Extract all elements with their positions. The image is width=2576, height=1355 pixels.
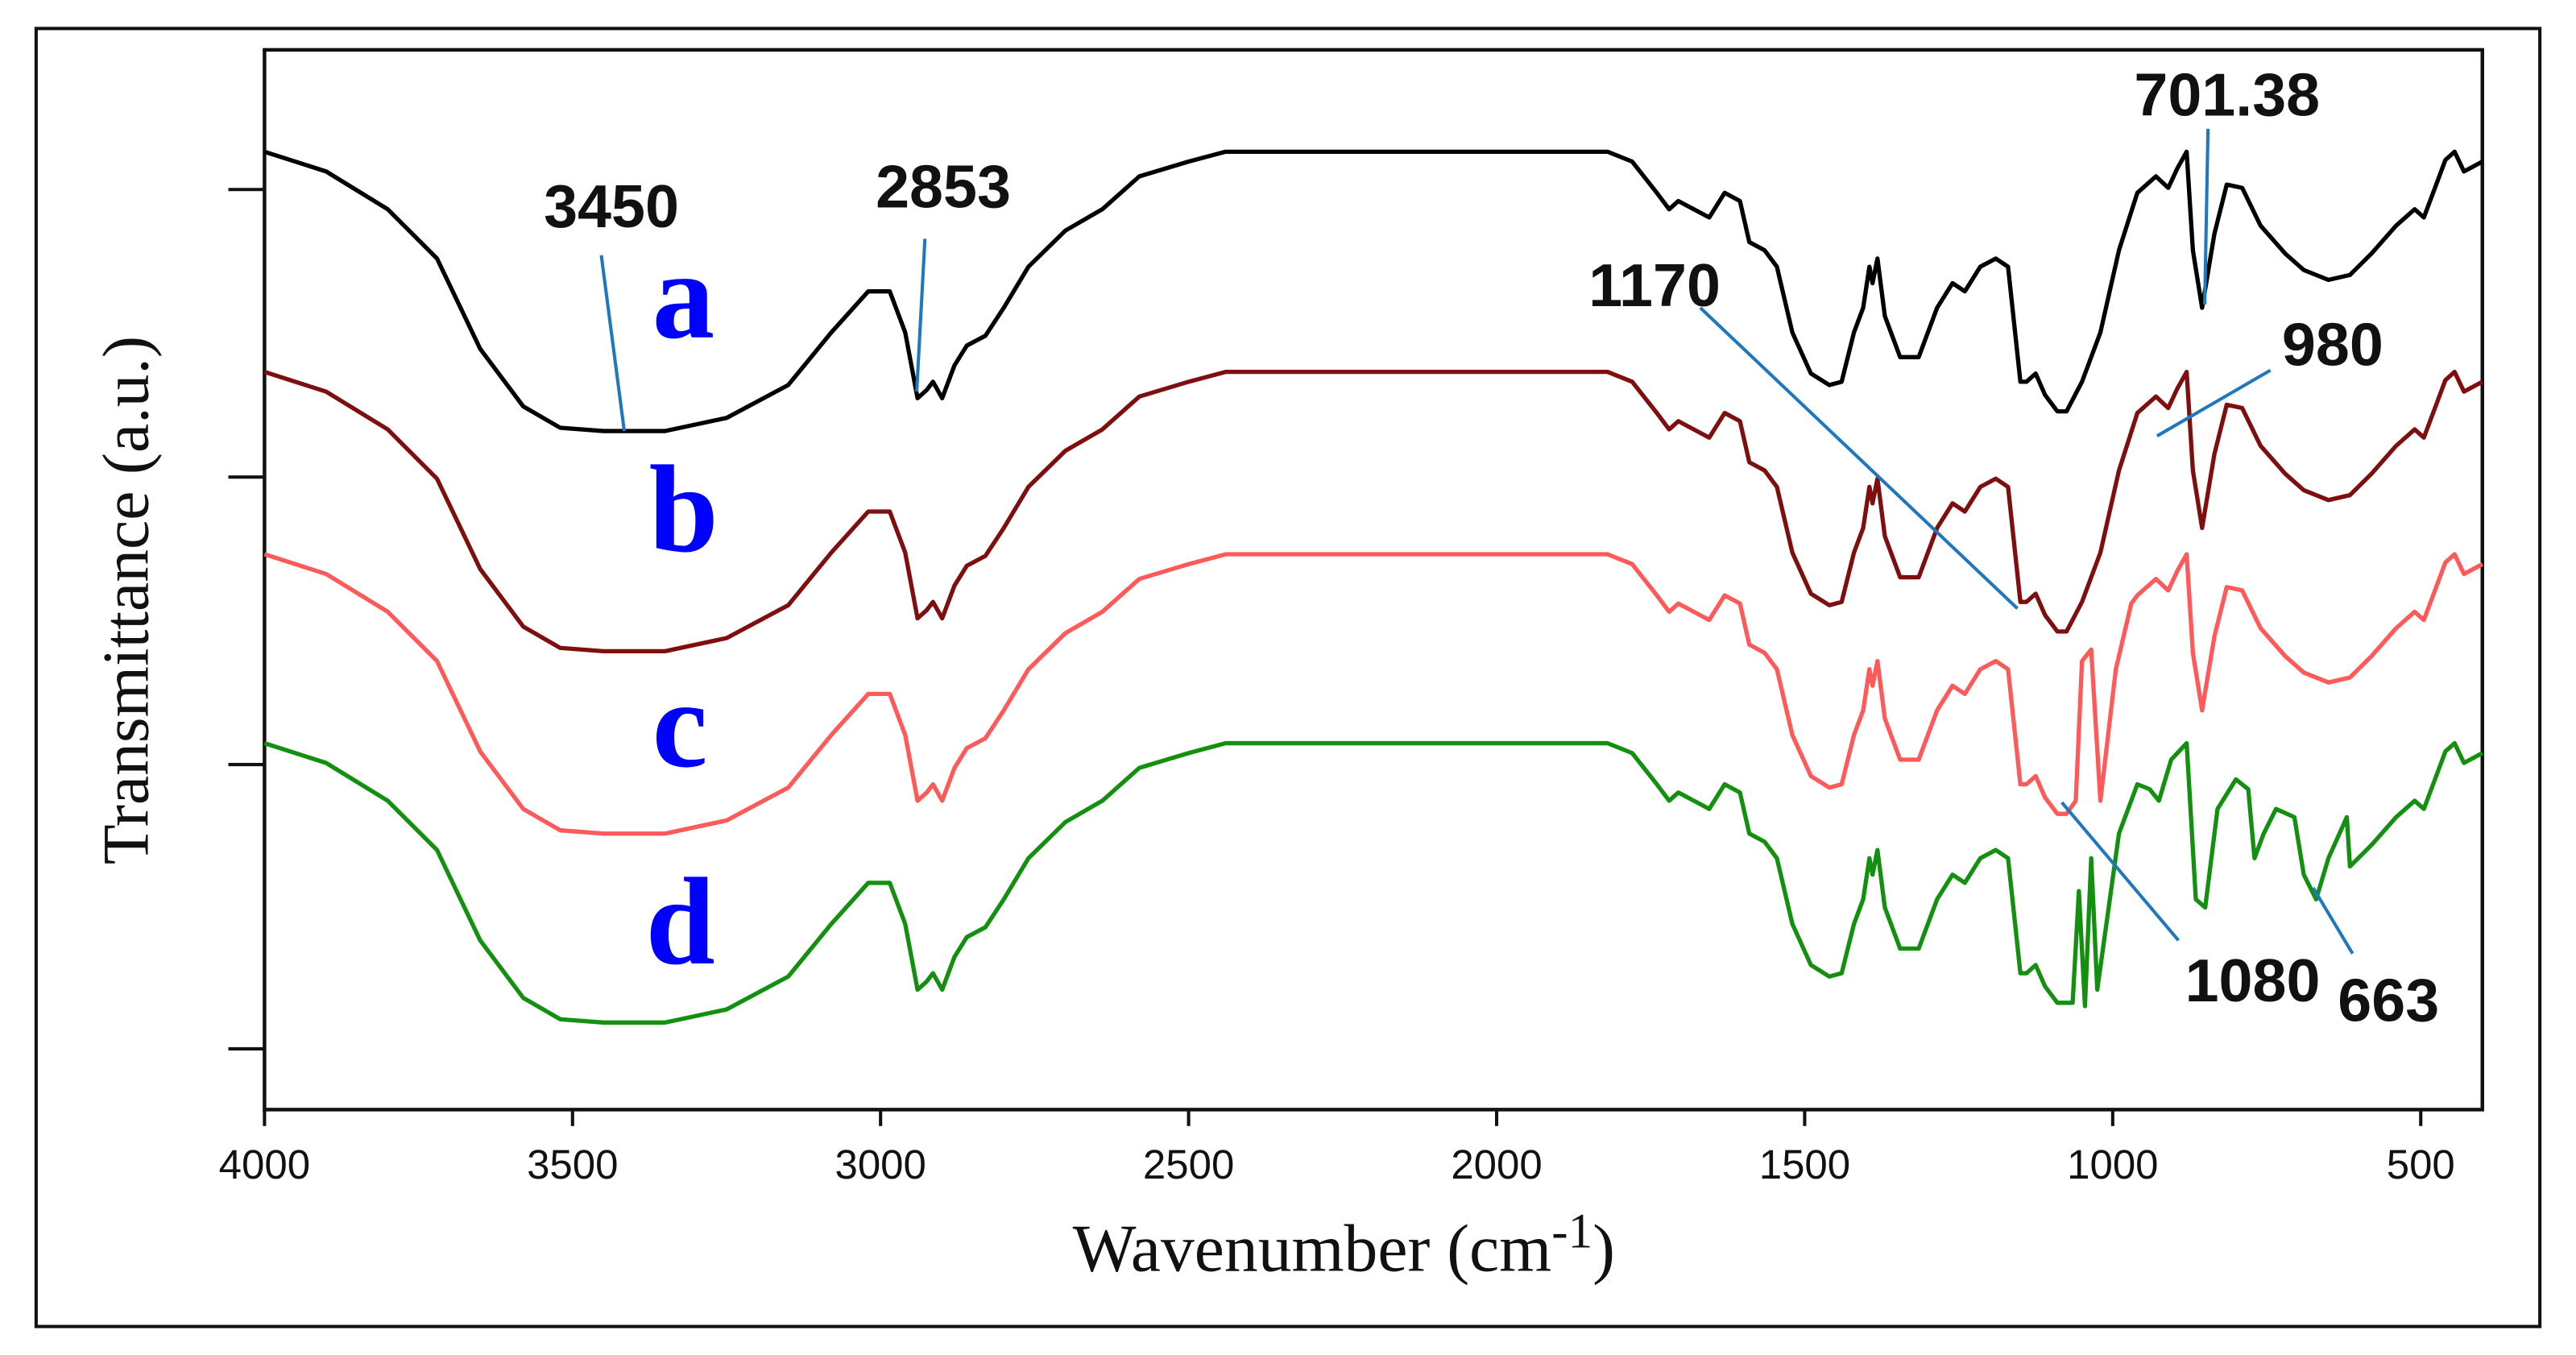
x-axis-title: Wavenumber (cm-1) <box>1073 1204 1615 1287</box>
x-tick-label: 3000 <box>835 1142 926 1187</box>
annotation-line-701-38 <box>2203 128 2210 305</box>
annotation-label-701-38: 701.38 <box>2134 60 2320 128</box>
plot-frame <box>263 48 2484 1112</box>
outer-frame <box>34 27 2542 1328</box>
series-group <box>263 149 2484 1025</box>
y-axis-title: Transmittance (a.u.) <box>89 336 163 864</box>
series-line-d <box>263 740 2484 1025</box>
annotation-label-3450: 3450 <box>544 172 679 240</box>
annotation-label-1170: 1170 <box>1588 251 1721 319</box>
series-label-d: d <box>646 852 715 991</box>
annotation-line-1080 <box>2060 801 2180 942</box>
x-tick-label: 500 <box>2387 1142 2455 1187</box>
x-tick-label: 1500 <box>1759 1142 1850 1187</box>
series-label-c: c <box>652 655 708 794</box>
x-axis-ticks: 4000 3500 3000 2500 2000 1500 1000 500 <box>219 1109 2455 1187</box>
x-tick-label: 2000 <box>1451 1142 1542 1187</box>
annotation-label-2853: 2853 <box>876 153 1011 221</box>
series-line-c <box>263 552 2484 836</box>
annotation-line-1170 <box>1699 306 2019 610</box>
x-tick-label: 3500 <box>527 1142 618 1187</box>
x-axis-title-superscript: -1 <box>1551 1204 1592 1259</box>
series-label-a: a <box>652 226 715 365</box>
annotation-line-980 <box>2156 368 2272 437</box>
annotation-line-3450 <box>599 255 627 432</box>
series-line-a <box>263 149 2484 433</box>
x-tick-label: 1000 <box>2067 1142 2158 1187</box>
annotation-label-1080: 1080 <box>2185 947 2321 1014</box>
annotation-label-663: 663 <box>2338 966 2439 1034</box>
annotation-line-2853 <box>915 238 927 392</box>
x-tick-label: 2500 <box>1143 1142 1234 1187</box>
series-label-b: b <box>649 440 719 578</box>
series-line-b <box>263 369 2484 654</box>
annotation-line-663 <box>2311 887 2354 955</box>
x-axis-title-main: Wavenumber (cm <box>1073 1211 1552 1286</box>
x-axis-title-close: ) <box>1592 1211 1615 1286</box>
annotation-lines <box>599 128 2354 955</box>
x-tick-label: 4000 <box>219 1142 310 1187</box>
annotation-label-980: 980 <box>2282 310 2383 378</box>
